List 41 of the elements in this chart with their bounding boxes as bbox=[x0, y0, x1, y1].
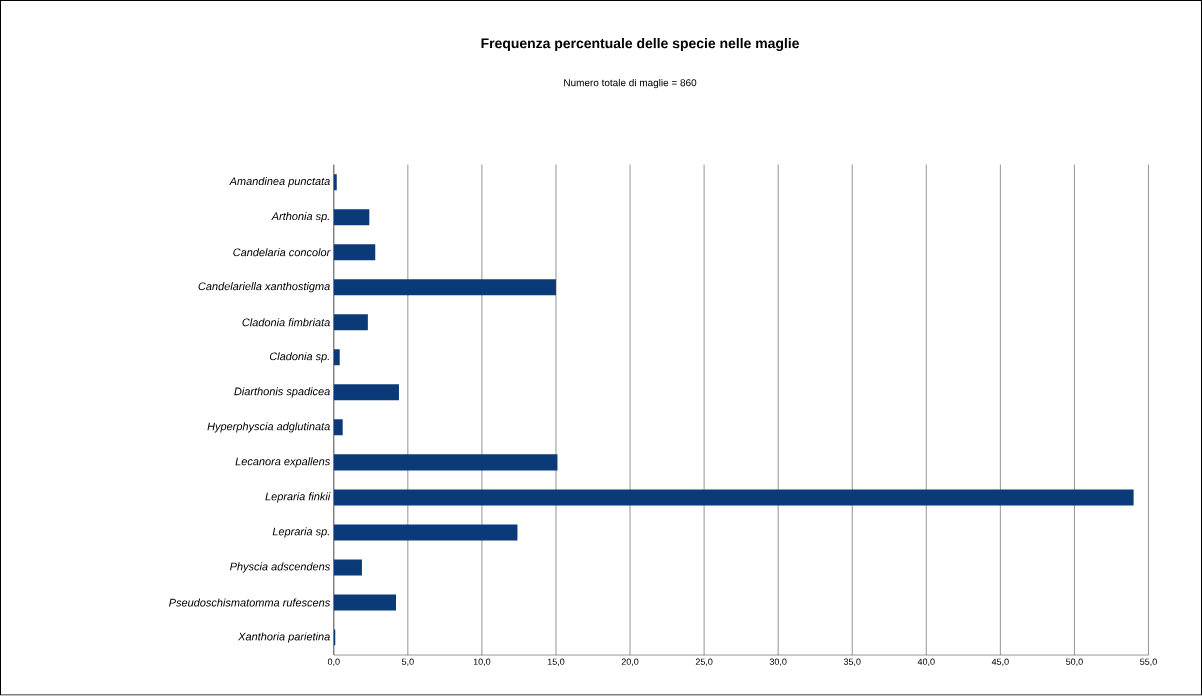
y-tick-label: Xanthoria parietina bbox=[237, 632, 330, 643]
bar bbox=[333, 594, 396, 611]
x-tick-label: 55,0 bbox=[1140, 658, 1157, 667]
bar bbox=[333, 489, 1134, 506]
bar bbox=[333, 419, 343, 436]
y-tick-label: Candelariella xanthostigma bbox=[198, 282, 330, 293]
bar bbox=[333, 209, 370, 226]
y-tick-label: Arthonia sp. bbox=[271, 212, 329, 223]
x-tick-label: 0,0 bbox=[327, 658, 340, 667]
x-tick-label: 30,0 bbox=[769, 658, 787, 667]
y-tick-label: Amandinea punctata bbox=[229, 177, 330, 188]
y-tick-label: Lepraria sp. bbox=[272, 527, 329, 538]
x-tick-label: 25,0 bbox=[695, 658, 713, 667]
x-tick-label: 40,0 bbox=[917, 658, 935, 667]
y-tick-label: Hyperphyscia adglutinata bbox=[207, 422, 330, 433]
x-tick-label: 5,0 bbox=[401, 658, 414, 667]
bar bbox=[333, 244, 376, 261]
y-tick-label: Cladonia fimbriata bbox=[242, 318, 330, 327]
chart-title: Frequenza percentuale delle specie nelle maglie bbox=[481, 38, 799, 52]
bar bbox=[333, 279, 556, 296]
y-tick-label: Diarthonis spadicea bbox=[234, 387, 330, 398]
chart-subtitle: Numero totale di maglie = 860 bbox=[564, 79, 697, 89]
bar bbox=[333, 384, 399, 401]
y-tick-label: Physcia adscendens bbox=[230, 562, 331, 573]
bar bbox=[333, 524, 518, 541]
x-tick-label: 45,0 bbox=[991, 658, 1009, 667]
x-tick-label: 35,0 bbox=[843, 658, 861, 667]
bar bbox=[333, 314, 368, 331]
x-tick-label: 50,0 bbox=[1066, 658, 1083, 667]
bar bbox=[333, 349, 340, 366]
x-tick-label: 20,0 bbox=[621, 658, 639, 667]
bar bbox=[333, 559, 362, 576]
y-tick-label: Candelaria concolor bbox=[233, 248, 331, 257]
y-tick-label: Lepraria finkii bbox=[265, 492, 331, 503]
y-tick-label: Cladonia sp. bbox=[269, 352, 329, 363]
bar bbox=[333, 454, 558, 471]
x-tick-label: 10,0 bbox=[473, 658, 491, 667]
x-tick-label: 15,0 bbox=[547, 658, 565, 667]
y-tick-label: Pseudoschismatomma rufescens bbox=[169, 598, 331, 607]
bar bbox=[333, 174, 337, 191]
y-tick-label: Lecanora expallens bbox=[235, 457, 330, 468]
